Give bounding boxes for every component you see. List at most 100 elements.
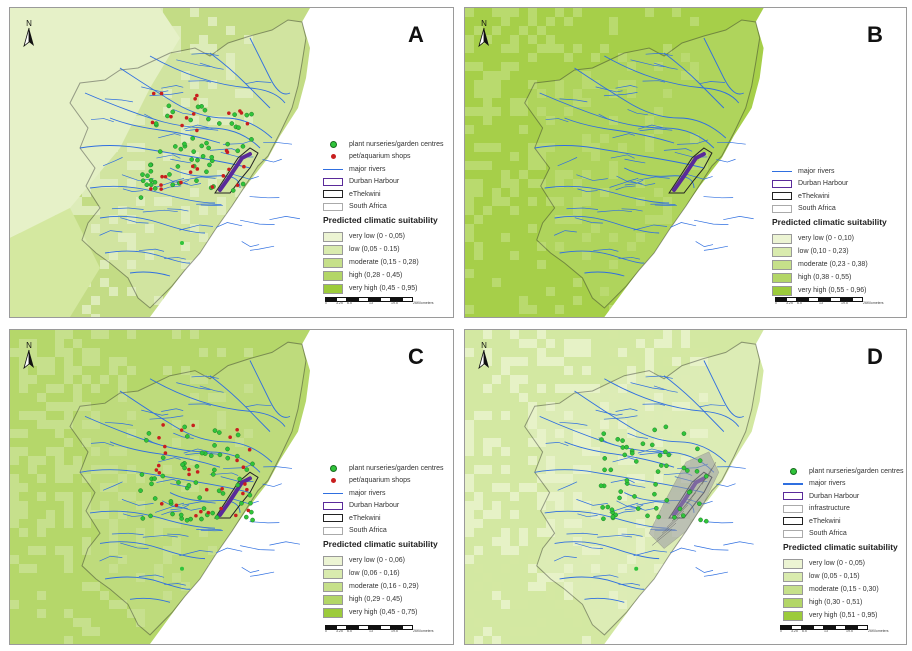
legend-class: high (0,38 - 0,55) <box>772 271 887 284</box>
river-tributary <box>615 408 638 412</box>
legend-class-label: moderate (0,16 - 0,29) <box>349 583 419 590</box>
river-tributary <box>191 375 219 379</box>
river-line-icon <box>772 170 792 172</box>
legend-class: moderate (0,15 - 0,30) <box>783 583 904 596</box>
legend-class: very high (0,51 - 0,95) <box>783 609 904 622</box>
north-arrow-icon: N <box>19 18 39 50</box>
river-tributary <box>102 157 123 167</box>
river-tributary <box>597 535 633 538</box>
nursery-point <box>195 157 200 163</box>
nursery-point <box>194 464 200 469</box>
river-line <box>89 510 216 529</box>
legend-item: Durban Harbour <box>323 176 444 189</box>
pet-shop-point <box>195 167 200 171</box>
legend-item: pet/aquarium shops <box>323 475 444 488</box>
nursery-point <box>194 178 199 183</box>
river-tributary <box>574 217 603 224</box>
nursery-point <box>622 452 628 458</box>
legend-class-label: high (0,38 - 0,55) <box>798 274 852 281</box>
nursery-point <box>182 465 187 471</box>
river-line <box>534 145 705 169</box>
legend-item-label: plant nurseries/garden centres <box>349 464 444 472</box>
river-line <box>574 67 727 139</box>
ethekwini-boundary <box>668 147 713 194</box>
river-tributary <box>183 124 213 130</box>
nursery-point <box>601 516 606 522</box>
river-tributary <box>173 432 194 439</box>
nursery-point <box>210 510 215 516</box>
nursery-point <box>243 514 249 520</box>
pet-shop-points <box>154 423 252 518</box>
nursery-point <box>148 513 153 519</box>
nursery-point <box>189 157 194 162</box>
pet-shop-point <box>234 513 238 518</box>
class-swatch <box>323 594 343 605</box>
river-line <box>539 415 715 473</box>
pet-shop-point <box>151 91 156 96</box>
river-tributary <box>200 529 223 532</box>
nursery-point <box>247 492 253 498</box>
legend-class-label: low (0,05 - 0.15) <box>349 246 400 253</box>
durban-harbour <box>672 152 706 192</box>
scale-tick-label: 3.25 <box>791 629 798 633</box>
nursery-point <box>180 462 185 467</box>
pet-shop-point <box>180 123 184 128</box>
legend-class-label: very low (0 - 0,05) <box>809 560 866 567</box>
pet-shop-points <box>149 91 250 191</box>
river-tributary <box>574 542 603 549</box>
river-tributary <box>545 118 569 123</box>
river-tributary <box>122 188 144 192</box>
pet-shop-point <box>195 470 200 474</box>
river-tributary <box>173 109 194 116</box>
legend-class: very low (0 - 0,06) <box>323 554 444 567</box>
river-tributary <box>142 535 178 538</box>
province-outline <box>69 19 307 309</box>
ethekwini-box-icon <box>323 514 343 523</box>
legend-item: Durban Harbour <box>783 490 904 503</box>
nursery-point <box>232 112 237 117</box>
pet-shop-point <box>210 185 215 189</box>
river-line <box>559 576 645 590</box>
river-tributary <box>639 128 673 132</box>
nursery-point <box>170 511 175 517</box>
nursery-point <box>685 468 690 473</box>
nursery-point <box>666 452 672 458</box>
nursery-point <box>697 458 703 463</box>
river-tributary <box>566 532 599 536</box>
river-tributary <box>229 173 259 180</box>
pet-shop-point <box>179 180 183 185</box>
river-line-icon <box>323 168 343 170</box>
nursery-point <box>140 516 146 521</box>
river-tributary <box>703 245 728 251</box>
nursery-point <box>176 480 181 485</box>
legend-class-label: high (0,28 - 0,45) <box>349 272 403 279</box>
nursery-point <box>178 146 184 152</box>
legend-item-label: Durban Harbour <box>798 180 849 188</box>
pet-shop-point <box>154 468 159 472</box>
river-tributary <box>621 533 643 537</box>
river-tributary <box>633 550 668 557</box>
river-line <box>209 52 271 109</box>
pet-shop-point <box>235 427 239 432</box>
legend-item: eThekwini <box>772 190 887 203</box>
nursery-point <box>624 478 630 483</box>
legend-title: Predicted climatic suitability <box>323 539 438 549</box>
nursery-point <box>677 506 683 512</box>
river-tributary <box>615 85 638 89</box>
class-swatch <box>772 259 792 270</box>
legend-item: major rivers <box>783 478 904 491</box>
legend-title: Predicted climatic suitability <box>323 215 438 225</box>
class-swatch <box>323 555 343 566</box>
river-line <box>169 492 241 513</box>
river-tributary <box>149 92 184 97</box>
scale-tick-label: 6.5 <box>797 301 802 305</box>
pet-shop-point <box>159 91 164 96</box>
svg-text:N: N <box>481 341 487 350</box>
nursery-point <box>664 463 669 469</box>
river-tributary <box>104 421 133 426</box>
nursery-point <box>655 469 661 474</box>
river-tributary <box>615 185 636 191</box>
legend-class-label: very low (0 - 0,05) <box>349 233 406 240</box>
nursery-point <box>652 491 657 497</box>
panel-label-d: D <box>867 344 883 369</box>
